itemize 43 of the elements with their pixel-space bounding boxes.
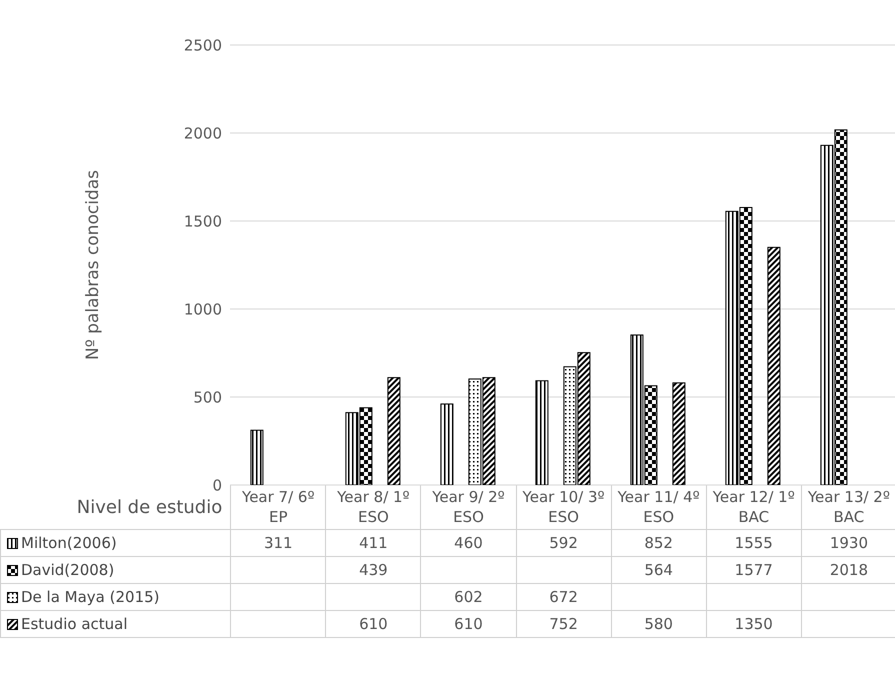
data-label: 672 (516, 584, 612, 610)
data-label: 610 (420, 610, 516, 638)
data-label: 411 (326, 530, 421, 556)
data-label: 1555 (706, 530, 802, 556)
legend-label: Milton(2006) (0, 530, 231, 556)
x-tick-label: Year 13/ 2º BAC (801, 485, 895, 530)
bar (250, 430, 264, 485)
x-tick-label: Year 10/ 3º ESO (516, 485, 612, 530)
data-label: 592 (516, 530, 612, 556)
data-label: 1350 (706, 610, 802, 638)
y-tick-label: 500 (193, 388, 222, 406)
x-tick-label: Year 7/ 6º EP (230, 485, 326, 530)
data-label: 852 (611, 530, 706, 556)
x-tick-label: Year 8/ 1º ESO (326, 485, 421, 530)
legend-label: De la Maya (2015) (0, 584, 231, 610)
y-tick-label: 1500 (184, 212, 222, 230)
y-tick-label: 2000 (184, 124, 222, 142)
y-tick-label: 0 (212, 476, 222, 494)
bar (535, 380, 548, 485)
y-axis-title: Nº palabras conocidas (83, 170, 104, 360)
bar (440, 404, 454, 485)
data-label: 602 (420, 584, 516, 610)
x-tick-label: Year 9/ 2º ESO (420, 485, 516, 530)
bar (387, 377, 400, 485)
data-label: 1577 (706, 556, 802, 584)
data-label: 1930 (801, 530, 895, 556)
x-axis-title: Nivel de estudio (76, 496, 222, 518)
y-tick-label: 2500 (184, 36, 222, 54)
data-label: 610 (326, 610, 421, 638)
data-label: 439 (326, 556, 421, 584)
data-label: 564 (611, 556, 706, 584)
bar (767, 246, 780, 485)
legend-label: David(2008) (0, 556, 231, 584)
data-label: 311 (230, 530, 326, 556)
x-tick-label: Year 12/ 1º BAC (706, 485, 802, 530)
bar (672, 382, 686, 485)
data-label: 2018 (801, 556, 895, 584)
data-label: 752 (516, 610, 612, 638)
data-label: 580 (611, 610, 706, 638)
x-tick-label: Year 11/ 4º ESO (611, 485, 706, 530)
y-tick-label: 1000 (184, 300, 222, 318)
data-label: 460 (420, 530, 516, 556)
legend-label: Estudio actual (0, 610, 231, 638)
